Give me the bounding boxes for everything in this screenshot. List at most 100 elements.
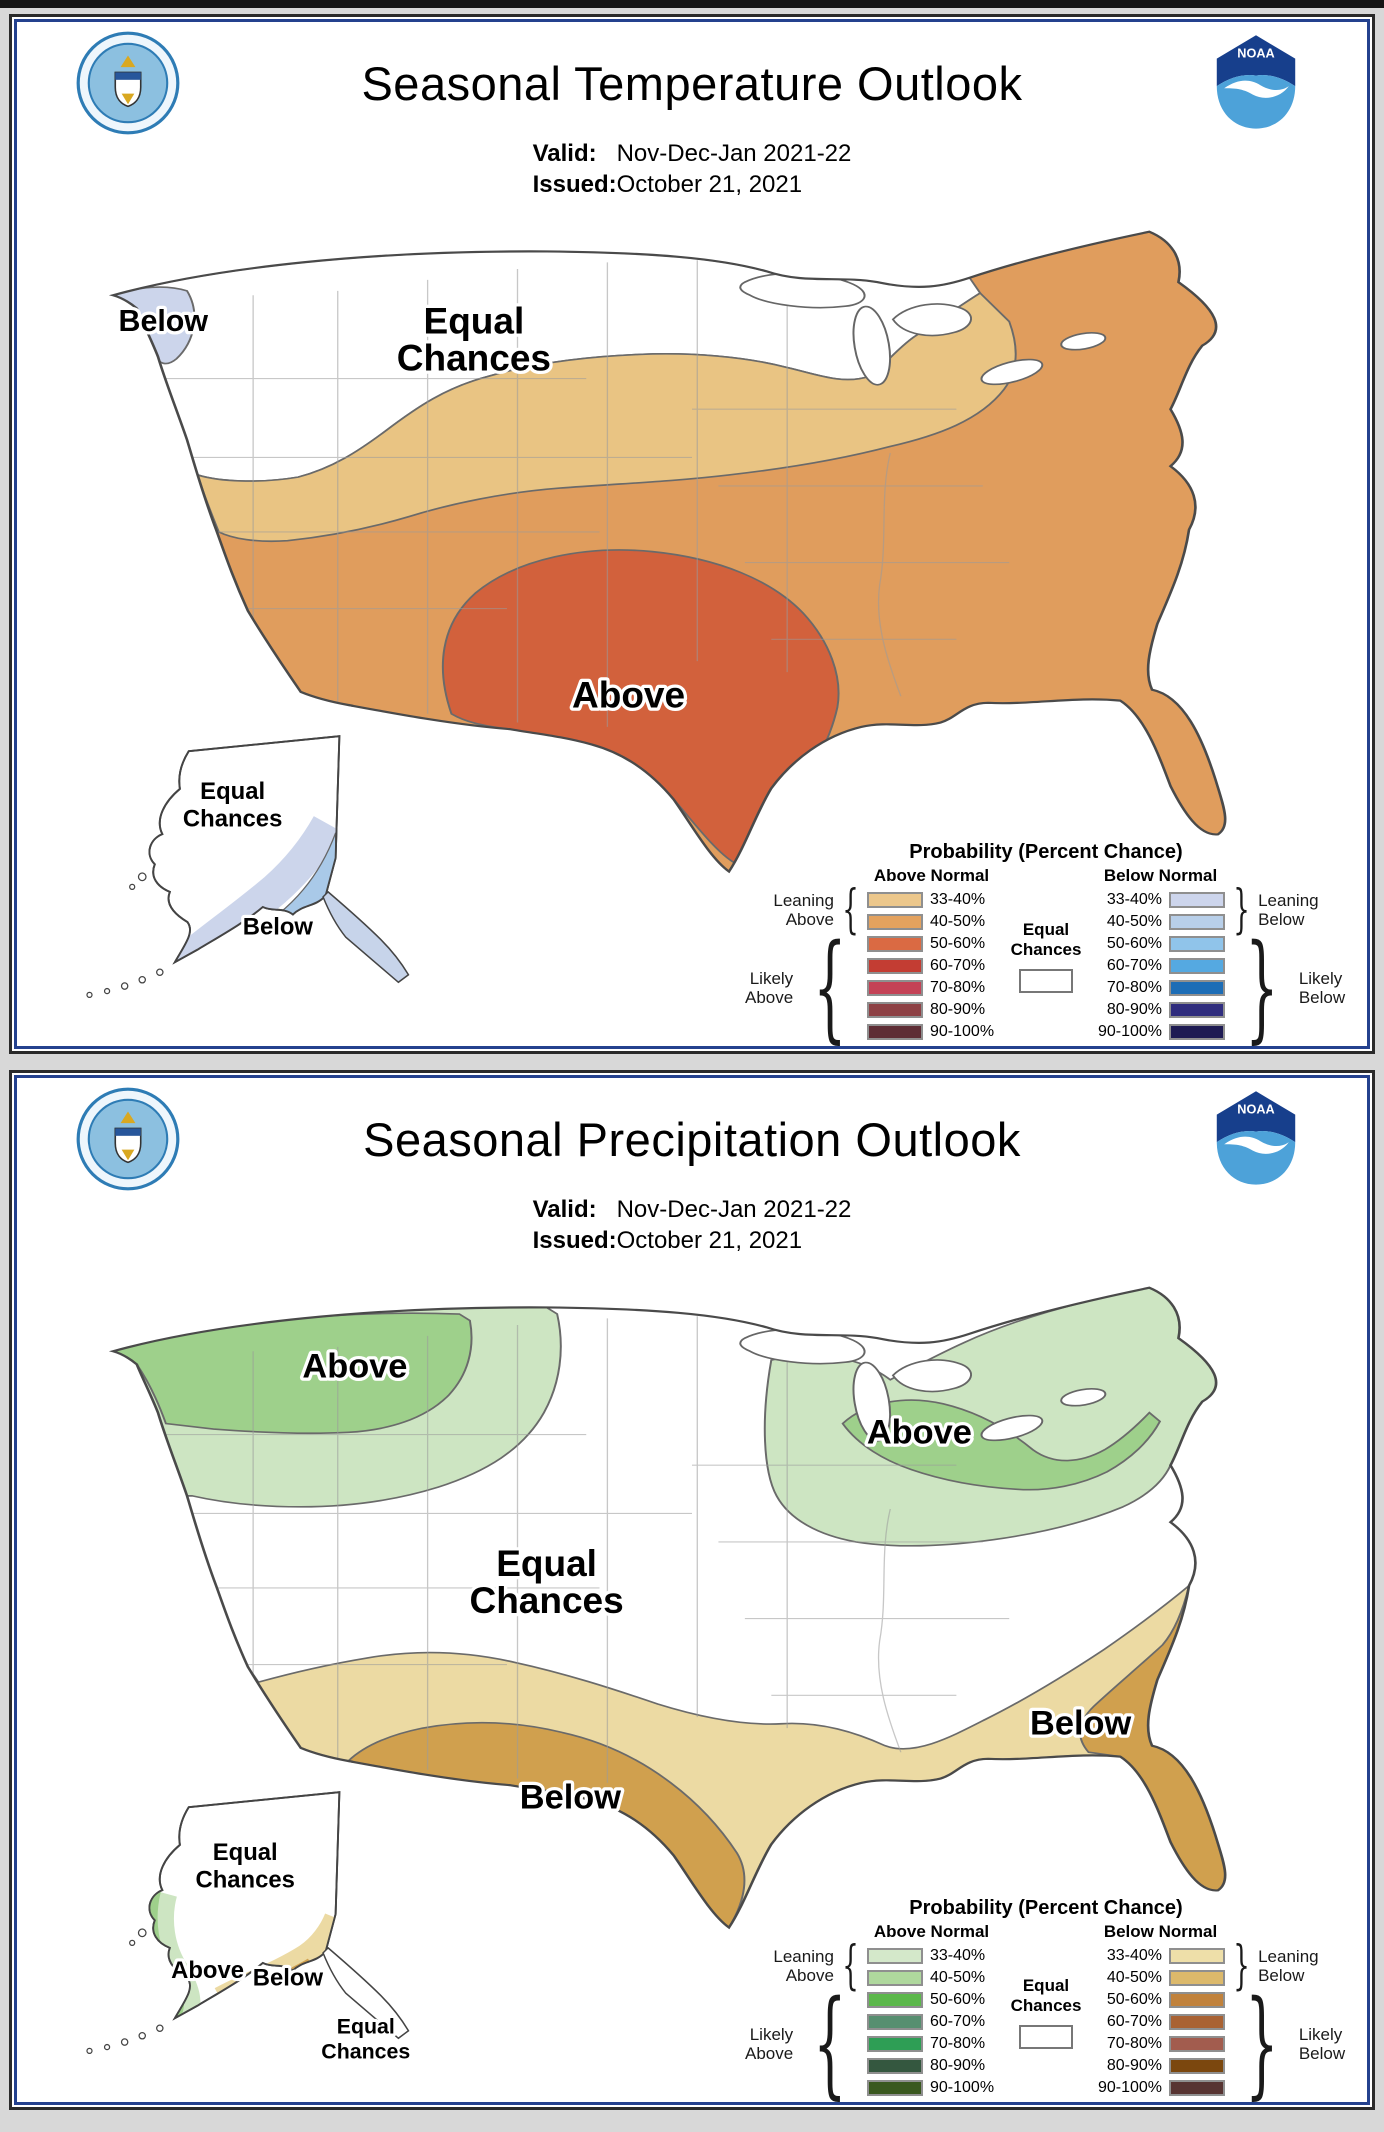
legend-row: 70-80% [867, 2033, 996, 2055]
swatch [1169, 1024, 1225, 1041]
legend-row: 90-100% [1096, 2077, 1225, 2099]
above-label: Above [572, 674, 685, 716]
equal-chances-label: Equal [496, 1542, 597, 1584]
noaa-bird-icon [1224, 80, 1289, 98]
alaska-panhandle [322, 891, 410, 984]
legend-row: 70-80% [1096, 2033, 1225, 2055]
swatch [867, 1948, 923, 1965]
issued-value: October 21, 2021 [616, 171, 803, 199]
washington-below-label: Below [119, 304, 209, 338]
swatch [1169, 2014, 1225, 2031]
swatch [867, 936, 923, 953]
top-border-bar [0, 0, 1384, 8]
swatch [1169, 1002, 1225, 1019]
valid-label: Valid: [532, 1196, 597, 1223]
seal-eagle [120, 55, 136, 68]
swatch [1169, 1948, 1225, 1965]
leaning-above-label: Leaning Above [773, 1946, 834, 1986]
department-of-commerce-seal [76, 1087, 180, 1191]
state-lines [115, 1316, 1010, 1784]
legend-row: 33-40% [1096, 1945, 1225, 1967]
brace-glyph: { [813, 1976, 847, 2105]
equal-chances-key: Equal Chances [996, 1922, 1096, 2050]
region-nw-above-40-50 [113, 1312, 473, 1435]
swatch [867, 1002, 923, 1019]
issued-line: Issued:October 21, 2021 [533, 1225, 852, 1256]
brace-glyph: { [842, 1936, 859, 1997]
state-lines [115, 260, 1010, 728]
alaska-below-label: Below [253, 1965, 324, 1992]
legend-title: Probability (Percent Chance) [909, 841, 1183, 864]
legend-row: 60-70% [867, 955, 996, 977]
legend-row: 80-90% [867, 2055, 996, 2077]
brace-glyph: } [1245, 920, 1279, 1049]
legend-row: 33-40% [867, 889, 996, 911]
legend-above-brackets: Leaning Above{ Likely Above { [745, 866, 867, 1049]
legend-row: 50-60% [1096, 1989, 1225, 2011]
legend-row: 90-100% [1096, 1021, 1225, 1043]
legend-row: 80-90% [1096, 2055, 1225, 2077]
swatch [867, 2036, 923, 2053]
swatch [1169, 936, 1225, 953]
above-normal-column: Above Normal 33-40% 40-50% 50-60% 60-70%… [867, 1922, 996, 2099]
leaning-below-label: Leaning Below [1258, 1946, 1319, 1986]
legend-row: 60-70% [867, 2011, 996, 2033]
precipitation-legend: Probability (Percent Chance) Leaning Abo… [745, 1897, 1346, 2105]
brace-glyph: } [1233, 880, 1250, 941]
noaa-bird-icon [1224, 1136, 1289, 1154]
svg-text:Chances: Chances [196, 1867, 295, 1894]
likely-below-label: Likely Below [1298, 2024, 1346, 2064]
temperature-panel-frame: Seasonal Temperature Outlook NOAA Valid:… [14, 19, 1370, 1049]
brace-glyph: { [842, 880, 859, 941]
equal-chances-label: Equal [424, 300, 525, 342]
svg-text:Chances: Chances [469, 1579, 623, 1621]
svg-text:Chances: Chances [321, 2040, 410, 2064]
alaska-equal-chances-label: Equal [200, 778, 265, 805]
legend-row: 40-50% [867, 1967, 996, 1989]
swatch [867, 958, 923, 975]
valid-label: Valid: [532, 140, 597, 167]
legend-row: 33-40% [1096, 889, 1225, 911]
swatch [1169, 914, 1225, 931]
leaning-below-label: Leaning Below [1258, 890, 1319, 930]
legend-row: 40-50% [1096, 911, 1225, 933]
seal-shield [114, 1127, 142, 1164]
swatch [867, 2058, 923, 2075]
legend-below-brackets: } Leaning Below } Likely Below [1225, 866, 1345, 1049]
conus-outline [108, 230, 1227, 874]
northwest-above-label: Above [302, 1348, 407, 1386]
above-normal-header: Above Normal [873, 1922, 990, 1942]
swatch [867, 980, 923, 997]
swatch [867, 1970, 923, 1987]
brace-glyph: { [813, 920, 847, 1049]
alaska-panhandle [322, 1947, 410, 2040]
precipitation-header: Seasonal Precipitation Outlook NOAA [17, 1078, 1367, 1192]
brace-glyph: } [1245, 1976, 1279, 2105]
below-normal-header: Below Normal [1103, 1922, 1218, 1942]
department-of-commerce-seal [76, 31, 180, 135]
issued-value: October 21, 2021 [616, 1227, 803, 1255]
conus-outline [108, 1286, 1227, 1930]
aleutian-islands [86, 1928, 164, 2055]
above-normal-header: Above Normal [873, 866, 990, 886]
region-gl-above-40-50 [841, 1399, 1162, 1491]
equal-chances-key: Equal Chances [996, 866, 1096, 994]
issued-label: Issued: [532, 171, 617, 199]
temperature-outlook-panel: Seasonal Temperature Outlook NOAA Valid:… [9, 14, 1375, 1054]
seal-eagle [120, 1111, 136, 1124]
great-lakes-above-label: Above [867, 1414, 972, 1452]
aleutian-islands [86, 872, 164, 999]
noaa-logo-text: NOAA [1237, 46, 1274, 61]
svg-text:Chances: Chances [397, 337, 551, 379]
legend-row: 40-50% [1096, 1967, 1225, 1989]
valid-value: Nov-Dec-Jan 2021-22 [616, 140, 852, 167]
swatch [1169, 1992, 1225, 2009]
precipitation-outlook-panel: Seasonal Precipitation Outlook NOAA Vali… [9, 1070, 1375, 2110]
brace-glyph: } [1233, 1936, 1250, 1997]
southwest-below-label: Below [520, 1779, 621, 1817]
legend-row: 90-100% [867, 2077, 996, 2099]
valid-line: Valid: Nov-Dec-Jan 2021-22 [533, 138, 852, 169]
below-normal-header: Below Normal [1103, 866, 1218, 886]
legend-below-brackets: } Leaning Below } Likely Below [1225, 1922, 1345, 2105]
leaning-above-label: Leaning Above [773, 890, 834, 930]
